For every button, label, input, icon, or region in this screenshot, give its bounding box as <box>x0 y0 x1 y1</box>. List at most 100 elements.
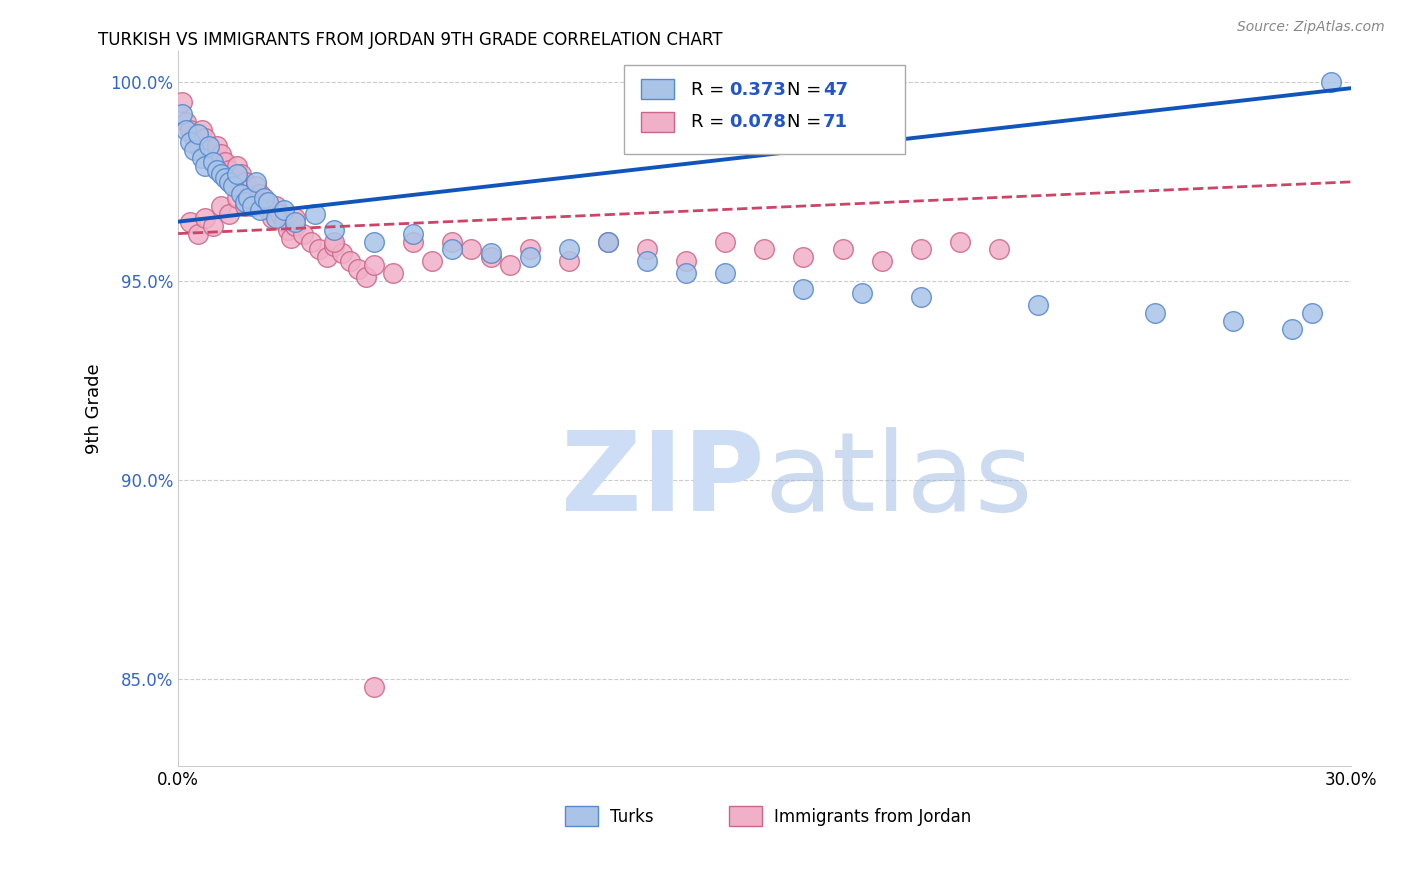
Point <box>870 254 893 268</box>
Point <box>460 243 482 257</box>
Text: 71: 71 <box>823 113 848 131</box>
Point <box>249 186 271 201</box>
Point <box>198 143 221 157</box>
Point <box>264 211 287 225</box>
Text: Immigrants from Jordan: Immigrants from Jordan <box>773 807 972 825</box>
Point <box>315 251 337 265</box>
Point <box>284 219 307 233</box>
Point <box>363 680 385 694</box>
Point <box>214 155 236 169</box>
Point <box>792 251 814 265</box>
Point <box>479 251 502 265</box>
Point <box>714 266 737 280</box>
Point <box>202 151 225 165</box>
Point <box>205 139 228 153</box>
Point <box>233 199 256 213</box>
FancyBboxPatch shape <box>730 805 762 826</box>
Text: R =: R = <box>690 81 730 99</box>
Point <box>187 139 209 153</box>
Point <box>209 199 232 213</box>
Point <box>225 159 247 173</box>
Point <box>240 191 263 205</box>
Point <box>202 219 225 233</box>
Point <box>194 159 217 173</box>
Point <box>233 194 256 209</box>
Point <box>304 207 326 221</box>
Point <box>1301 306 1323 320</box>
Point <box>499 259 522 273</box>
Point <box>179 123 201 137</box>
Text: 0.373: 0.373 <box>730 81 786 99</box>
Point <box>675 254 697 268</box>
Point <box>225 167 247 181</box>
Point <box>269 207 291 221</box>
Point <box>284 211 307 225</box>
Point <box>222 178 245 193</box>
Text: N =: N = <box>787 81 827 99</box>
Point <box>183 143 205 157</box>
Point <box>596 235 619 249</box>
Point <box>754 243 776 257</box>
Point <box>225 191 247 205</box>
Point <box>1144 306 1167 320</box>
Point <box>257 194 280 209</box>
Point <box>229 167 252 181</box>
Point <box>401 227 423 241</box>
Point <box>1320 75 1343 89</box>
Point <box>273 202 295 217</box>
Point <box>558 254 581 268</box>
Point <box>194 211 217 225</box>
Point <box>987 243 1010 257</box>
Point <box>831 243 853 257</box>
Point <box>198 139 221 153</box>
Point <box>183 131 205 145</box>
Point <box>174 123 197 137</box>
Point <box>558 243 581 257</box>
Point <box>190 123 212 137</box>
Point <box>420 254 443 268</box>
Point <box>347 262 370 277</box>
Point <box>253 194 276 209</box>
Point <box>323 222 346 236</box>
Point <box>339 254 361 268</box>
Point <box>174 115 197 129</box>
Point <box>218 175 240 189</box>
Point <box>382 266 405 280</box>
Text: 0.078: 0.078 <box>730 113 786 131</box>
Point <box>401 235 423 249</box>
Point <box>354 270 377 285</box>
Point <box>636 254 658 268</box>
Point <box>257 202 280 217</box>
Point <box>596 235 619 249</box>
Text: ZIP: ZIP <box>561 426 765 533</box>
Point <box>1026 298 1049 312</box>
Point <box>519 251 541 265</box>
Point <box>714 235 737 249</box>
Text: R =: R = <box>690 113 730 131</box>
Point <box>205 163 228 178</box>
Point <box>249 202 271 217</box>
Point <box>202 155 225 169</box>
Point <box>170 95 193 110</box>
Point <box>910 243 932 257</box>
Point <box>949 235 972 249</box>
Point <box>209 167 232 181</box>
Point <box>292 227 315 241</box>
Point <box>264 199 287 213</box>
Point <box>253 191 276 205</box>
Point <box>792 282 814 296</box>
Point <box>284 214 307 228</box>
Point <box>187 227 209 241</box>
Point <box>240 199 263 213</box>
Point <box>170 107 193 121</box>
Point <box>194 131 217 145</box>
Point <box>245 175 267 189</box>
Point <box>519 243 541 257</box>
Point <box>277 222 299 236</box>
Point <box>910 290 932 304</box>
Text: 47: 47 <box>823 81 848 99</box>
Text: Turks: Turks <box>610 807 654 825</box>
Point <box>222 170 245 185</box>
Point <box>238 183 260 197</box>
Point <box>308 243 330 257</box>
